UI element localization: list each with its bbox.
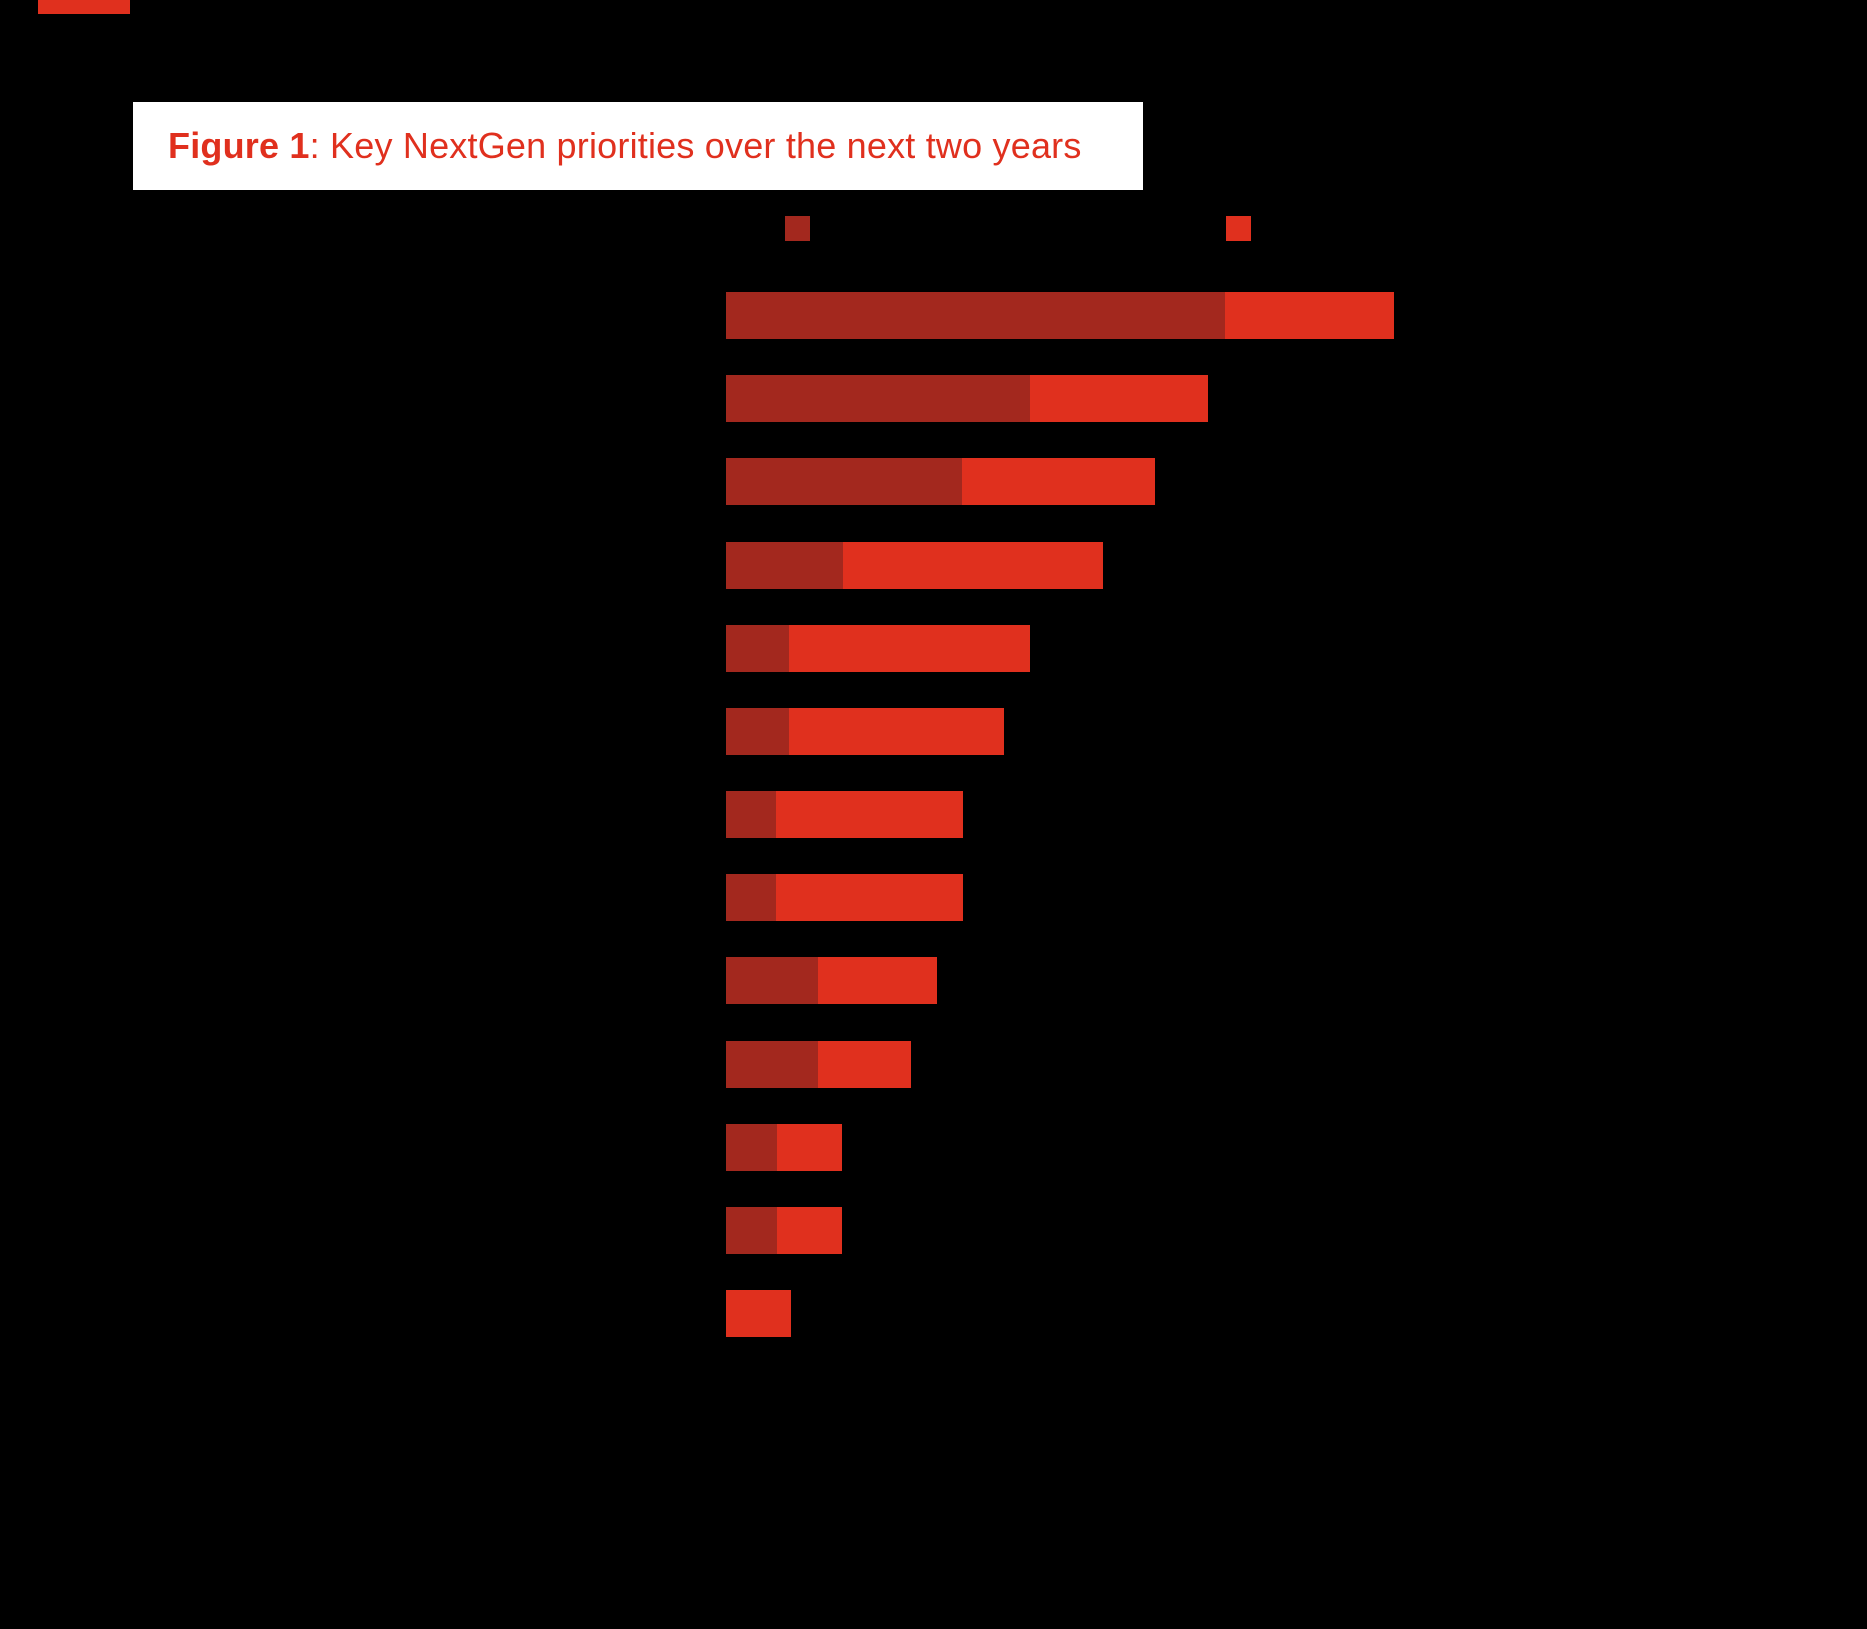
bar-segment-dark xyxy=(726,1207,777,1254)
bar-row xyxy=(726,458,1155,505)
bar-segment-bright xyxy=(818,957,937,1004)
bar-segment-bright xyxy=(726,1290,791,1337)
figure-title-box: Figure 1: Key NextGen priorities over th… xyxy=(133,102,1143,190)
bar-row xyxy=(726,292,1394,339)
bar-segment-bright xyxy=(1030,375,1208,422)
legend-swatch-dark xyxy=(785,216,810,241)
bar-segment-dark xyxy=(726,542,843,589)
bar-segment-bright xyxy=(777,1124,842,1171)
bar-segment-dark xyxy=(726,1124,777,1171)
bar-row xyxy=(726,957,937,1004)
bar-segment-bright xyxy=(776,874,963,921)
bar-segment-bright xyxy=(789,708,1004,755)
bar-segment-bright xyxy=(962,458,1155,505)
bar-segment-bright xyxy=(818,1041,911,1088)
bar-segment-dark xyxy=(726,791,776,838)
bar-segment-bright xyxy=(1225,292,1394,339)
bar-segment-dark xyxy=(726,708,789,755)
bar-segment-dark xyxy=(726,1041,818,1088)
bar-segment-dark xyxy=(726,625,789,672)
bar-segment-dark xyxy=(726,874,776,921)
figure-number-label: Figure 1 xyxy=(168,125,310,166)
bar-row xyxy=(726,1207,842,1254)
bar-row xyxy=(726,708,1004,755)
bar-row xyxy=(726,1041,911,1088)
figure-title-text: : Key NextGen priorities over the next t… xyxy=(309,125,1082,166)
bar-row xyxy=(726,791,963,838)
bar-row xyxy=(726,1124,842,1171)
bar-segment-bright xyxy=(776,791,963,838)
figure-title: Figure 1: Key NextGen priorities over th… xyxy=(168,125,1082,167)
bar-segment-bright xyxy=(843,542,1103,589)
bar-segment-dark xyxy=(726,375,1030,422)
bar-row xyxy=(726,874,963,921)
bar-segment-dark xyxy=(726,292,1225,339)
bar-segment-bright xyxy=(777,1207,842,1254)
bar-segment-dark xyxy=(726,957,818,1004)
corner-accent-mark xyxy=(38,0,130,14)
bar-segment-bright xyxy=(789,625,1030,672)
bar-row xyxy=(726,625,1030,672)
bar-row xyxy=(726,1290,791,1337)
legend-swatch-bright xyxy=(1226,216,1251,241)
bar-segment-dark xyxy=(726,458,962,505)
bar-row xyxy=(726,375,1208,422)
bar-row xyxy=(726,542,1103,589)
